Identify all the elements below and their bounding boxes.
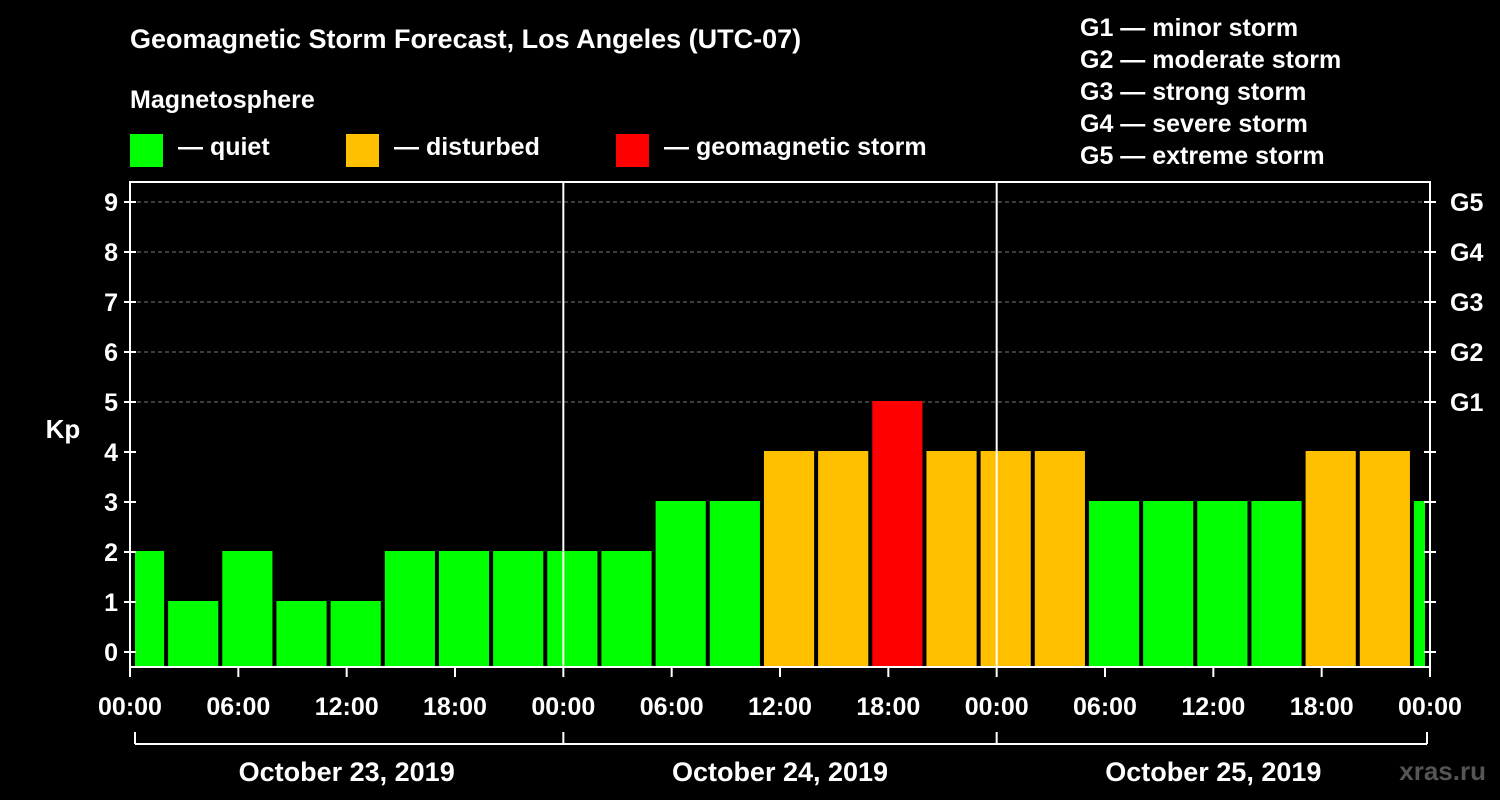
kp-bar-7 xyxy=(493,551,544,667)
day-label-0: October 23, 2019 xyxy=(239,757,455,787)
y-tick-label-6: 6 xyxy=(104,339,118,367)
kp-bar-20 xyxy=(1197,501,1248,667)
kp-bar-14 xyxy=(872,401,923,667)
legend-label-storm: — geomagnetic storm xyxy=(664,133,927,161)
kp-bar-13 xyxy=(818,451,869,667)
x-tick-label-9: 06:00 xyxy=(1073,693,1137,721)
y-tick-label-8: 8 xyxy=(104,239,118,267)
kp-bar-16 xyxy=(980,451,1031,667)
g-tick-label-g2: G2 xyxy=(1450,339,1483,367)
legend-label-disturbed: — disturbed xyxy=(394,133,540,161)
g-tick-label-g5: G5 xyxy=(1450,189,1483,217)
day-label-1: October 24, 2019 xyxy=(672,757,888,787)
watermark: xras.ru xyxy=(1399,756,1486,786)
g-scale-g1: G1 — minor storm xyxy=(1080,14,1299,42)
x-tick-label-8: 00:00 xyxy=(965,693,1029,721)
kp-bar-18 xyxy=(1088,501,1140,667)
kp-bar-0 xyxy=(135,551,165,667)
x-tick-label-4: 00:00 xyxy=(531,693,595,721)
g-tick-label-g4: G4 xyxy=(1450,239,1483,267)
x-tick-label-1: 06:00 xyxy=(206,693,270,721)
x-tick-label-2: 12:00 xyxy=(315,693,379,721)
y-tick-label-2: 2 xyxy=(104,539,118,567)
kp-bar-21 xyxy=(1251,501,1302,667)
legend-swatch-storm xyxy=(616,134,649,167)
g-scale-g4: G4 — severe storm xyxy=(1080,110,1308,138)
x-tick-label-6: 12:00 xyxy=(748,693,812,721)
kp-bar-23 xyxy=(1359,451,1410,667)
y-tick-label-1: 1 xyxy=(104,589,118,617)
g-tick-label-g3: G3 xyxy=(1450,289,1483,317)
kp-bar-24 xyxy=(1413,501,1425,667)
y-tick-label-0: 0 xyxy=(104,639,118,667)
g-scale-g5: G5 — extreme storm xyxy=(1080,142,1325,170)
kp-bar-11 xyxy=(709,501,760,667)
legend-heading: Magnetosphere xyxy=(130,86,315,114)
y-tick-label-9: 9 xyxy=(104,189,118,217)
kp-bar-15 xyxy=(926,451,977,667)
x-tick-label-0: 00:00 xyxy=(98,693,162,721)
g-scale-g3: G3 — strong storm xyxy=(1080,78,1307,106)
legend-label-quiet: — quiet xyxy=(178,133,270,161)
g-scale-g2: G2 — moderate storm xyxy=(1080,46,1342,74)
legend-swatch-quiet xyxy=(130,134,163,167)
kp-bar-8 xyxy=(547,551,598,667)
x-tick-label-3: 18:00 xyxy=(423,693,487,721)
kp-bar-17 xyxy=(1034,451,1085,667)
kp-bar-1 xyxy=(168,601,219,667)
g-tick-label-g1: G1 xyxy=(1450,389,1483,417)
legend-swatch-disturbed xyxy=(346,134,379,167)
kp-bar-22 xyxy=(1305,451,1356,667)
chart-title: Geomagnetic Storm Forecast, Los Angeles … xyxy=(130,24,802,54)
x-tick-label-5: 06:00 xyxy=(640,693,704,721)
kp-bar-2 xyxy=(222,551,273,667)
x-tick-label-10: 12:00 xyxy=(1181,693,1245,721)
kp-bar-19 xyxy=(1143,501,1194,667)
kp-bar-12 xyxy=(763,451,815,667)
y-tick-label-3: 3 xyxy=(104,489,118,517)
y-tick-label-5: 5 xyxy=(104,389,118,417)
kp-bar-4 xyxy=(330,601,381,667)
x-tick-label-11: 18:00 xyxy=(1290,693,1354,721)
kp-bar-9 xyxy=(601,551,652,667)
x-tick-label-12: 00:00 xyxy=(1398,693,1462,721)
x-tick-label-7: 18:00 xyxy=(856,693,920,721)
kp-bar-3 xyxy=(276,601,327,667)
kp-bar-10 xyxy=(655,501,706,667)
kp-bar-5 xyxy=(384,551,435,667)
day-label-2: October 25, 2019 xyxy=(1105,757,1321,787)
y-tick-label-7: 7 xyxy=(104,289,118,317)
kp-bar-6 xyxy=(438,551,490,667)
y-tick-label-4: 4 xyxy=(104,439,118,467)
y-axis-title: Kp xyxy=(46,414,81,444)
